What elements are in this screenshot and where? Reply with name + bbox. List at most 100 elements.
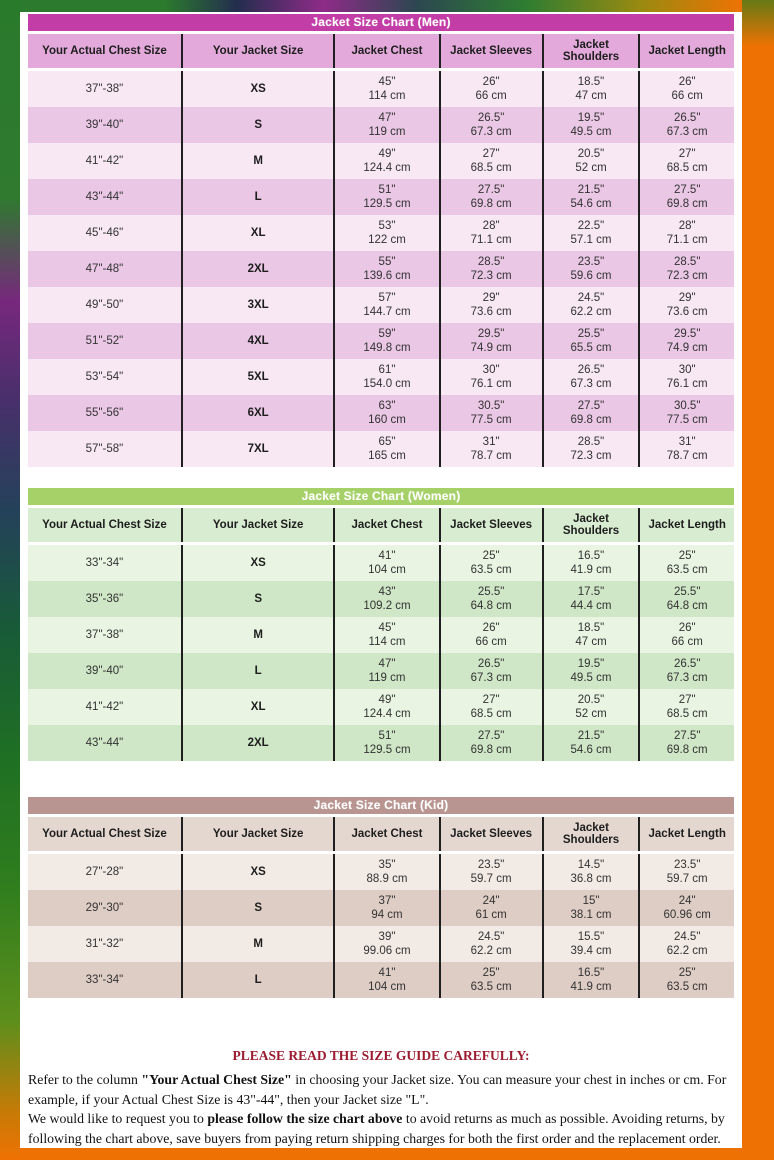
table-row: 55"-56" 6XL 63" 160 cm 30.5" 77.5 cm 27.5" 69.8…: [28, 395, 734, 431]
table-row: 35"-36" S 43" 109.2 cm 25.5" 64.8 cm 17.5" 44.4…: [28, 581, 734, 617]
cell-jacket-shoulders: 16.5" 41.9 cm: [542, 962, 641, 998]
table-row: 27"-28" XS 35" 88.9 cm 23.5" 59.7 cm 14.5" 36.8…: [28, 852, 734, 890]
cell-jacket-size: M: [181, 926, 336, 962]
table-row: 45"-46" XL 53" 122 cm 28" 71.1 cm 22.5" 57.1 cm…: [28, 215, 734, 251]
cell-jacket-size: XL: [181, 215, 336, 251]
cell-jacket-length: 30.5" 77.5 cm: [666, 400, 708, 426]
cell-jacket-sleeves: 30.5" 77.5 cm: [439, 395, 544, 431]
cell-jacket-length: 29" 73.6 cm: [666, 292, 708, 318]
column-header: Your Actual Chest Size: [28, 34, 183, 71]
column-header: Jacket Length: [639, 34, 734, 71]
cell-jacket-chest: 55" 139.6 cm: [334, 251, 441, 287]
column-header: Jacket Sleeves: [439, 34, 544, 71]
cell-jacket-chest: 61" 154.0 cm: [334, 359, 441, 395]
cell-jacket-chest: 39" 99.06 cm: [334, 926, 441, 962]
column-header: Jacket Sleeves: [439, 508, 544, 545]
cell-jacket-chest: 51" 129.5 cm: [334, 725, 441, 761]
cell-jacket-sleeves: 28" 71.1 cm: [439, 215, 544, 251]
cell-jacket-chest: 51" 129.5 cm: [334, 179, 441, 215]
cell-jacket-size: L: [181, 179, 336, 215]
column-header: Jacket Shoulders: [542, 34, 641, 71]
column-header: Jacket Length: [639, 508, 734, 545]
cell-jacket-shoulders: 25.5" 65.5 cm: [542, 323, 641, 359]
cell-jacket-shoulders: 24.5" 62.2 cm: [542, 287, 641, 323]
cell-chest-range: 31"-32": [28, 926, 183, 962]
cell-jacket-length: 27.5" 69.8 cm: [666, 730, 708, 756]
frame-border-top: [20, 0, 742, 12]
cell-chest-range: 39"-40": [28, 107, 183, 143]
frame-border-bottom: [20, 1148, 742, 1160]
cell-jacket-length: 26.5" 67.3 cm: [666, 112, 708, 138]
table-row: 29"-30" S 37" 94 cm 24" 61 cm 15" 38.1 cm 24" 60.…: [28, 890, 734, 926]
cell-jacket-chest: 37" 94 cm: [334, 890, 441, 926]
header-row: Your Actual Chest Size Your Jacket Size Ja…: [28, 508, 734, 545]
cell-jacket-length: 25" 63.5 cm: [666, 967, 708, 993]
cell-jacket-chest: 45" 114 cm: [334, 617, 441, 653]
cell-jacket-sleeves: 27.5" 69.8 cm: [439, 179, 544, 215]
cell-jacket-shoulders: 17.5" 44.4 cm: [542, 581, 641, 617]
table-row: 39"-40" S 47" 119 cm 26.5" 67.3 cm 19.5" 49.5 c…: [28, 107, 734, 143]
cell-jacket-length: 28" 71.1 cm: [666, 220, 708, 246]
table-row: 43"-44" 2XL 51" 129.5 cm 27.5" 69.8 cm 21.5" 54…: [28, 725, 734, 761]
table-row: 53"-54" 5XL 61" 154.0 cm 30" 76.1 cm 26.5" 67.3…: [28, 359, 734, 395]
cell-jacket-shoulders: 15.5" 39.4 cm: [542, 926, 641, 962]
cell-jacket-size: XL: [181, 689, 336, 725]
cell-jacket-shoulders: 18.5" 47 cm: [542, 617, 641, 653]
cell-jacket-chest: 57" 144.7 cm: [334, 287, 441, 323]
cell-jacket-length: 28.5" 72.3 cm: [666, 256, 708, 282]
cell-jacket-shoulders: 21.5" 54.6 cm: [542, 179, 641, 215]
column-header: Your Jacket Size: [181, 508, 336, 545]
frame-border-left: [0, 0, 20, 1160]
cell-jacket-shoulders: 20.5" 52 cm: [542, 689, 641, 725]
cell-chest-range: 35"-36": [28, 581, 183, 617]
footer-paragraph: We would like to request you to please f…: [28, 1111, 725, 1146]
cell-jacket-size: 2XL: [181, 251, 336, 287]
table-row: 47"-48" 2XL 55" 139.6 cm 28.5" 72.3 cm 23.5" 59…: [28, 251, 734, 287]
cell-jacket-sleeves: 26" 66 cm: [439, 69, 544, 107]
table-row: 49"-50" 3XL 57" 144.7 cm 29" 73.6 cm 24.5" 62.2…: [28, 287, 734, 323]
cell-jacket-sleeves: 27.5" 69.8 cm: [439, 725, 544, 761]
cell-jacket-length: 23.5" 59.7 cm: [666, 859, 708, 885]
cell-jacket-chest: 49" 124.4 cm: [334, 143, 441, 179]
chart-title: Jacket Size Chart (Kid): [28, 797, 734, 814]
cell-chest-range: 41"-42": [28, 143, 183, 179]
cell-jacket-size: XS: [181, 69, 336, 107]
cell-jacket-sleeves: 30" 76.1 cm: [439, 359, 544, 395]
cell-chest-range: 53"-54": [28, 359, 183, 395]
cell-jacket-size: 4XL: [181, 323, 336, 359]
footer-heading: PLEASE READ THE SIZE GUIDE CAREFULLY:: [232, 1048, 530, 1063]
column-header: Jacket Chest: [334, 508, 441, 545]
table-row: 41"-42" M 49" 124.4 cm 27" 68.5 cm 20.5" 52 cm 2…: [28, 143, 734, 179]
cell-jacket-length: 24.5" 62.2 cm: [666, 931, 708, 957]
cell-jacket-size: L: [181, 653, 336, 689]
column-header: Your Actual Chest Size: [28, 817, 183, 854]
cell-chest-range: 37"-38": [28, 617, 183, 653]
cell-jacket-size: 5XL: [181, 359, 336, 395]
cell-jacket-shoulders: 19.5" 49.5 cm: [542, 653, 641, 689]
cell-chest-range: 55"-56": [28, 395, 183, 431]
cell-jacket-shoulders: 27.5" 69.8 cm: [542, 395, 641, 431]
cell-jacket-chest: 59" 149.8 cm: [334, 323, 441, 359]
cell-jacket-shoulders: 28.5" 72.3 cm: [542, 431, 641, 467]
cell-jacket-size: 6XL: [181, 395, 336, 431]
cell-jacket-size: S: [181, 890, 336, 926]
table-row: 41"-42" XL 49" 124.4 cm 27" 68.5 cm 20.5" 52 cm…: [28, 689, 734, 725]
cell-jacket-chest: 47" 119 cm: [334, 107, 441, 143]
cell-jacket-chest: 63" 160 cm: [334, 395, 441, 431]
cell-jacket-length: 25" 63.5 cm: [666, 550, 708, 576]
chart-title: Jacket Size Chart (Women): [28, 488, 734, 505]
tables-container: Jacket Size Chart (Men) Your Actual Chest…: [28, 14, 734, 998]
size-table: Your Actual Chest Size Your Jacket Size Ja…: [28, 817, 734, 998]
cell-jacket-sleeves: 24.5" 62.2 cm: [439, 926, 544, 962]
cell-chest-range: 37"-38": [28, 69, 183, 107]
column-header: Jacket Shoulders: [542, 508, 641, 545]
cell-jacket-length: 27" 68.5 cm: [666, 694, 708, 720]
cell-chest-range: 45"-46": [28, 215, 183, 251]
cell-jacket-shoulders: 14.5" 36.8 cm: [542, 852, 641, 890]
cell-jacket-length: 25.5" 64.8 cm: [666, 586, 708, 612]
cell-jacket-size: 3XL: [181, 287, 336, 323]
cell-jacket-shoulders: 22.5" 57.1 cm: [542, 215, 641, 251]
table-row: 43"-44" L 51" 129.5 cm 27.5" 69.8 cm 21.5" 54.6…: [28, 179, 734, 215]
cell-jacket-sleeves: 26.5" 67.3 cm: [439, 107, 544, 143]
cell-chest-range: 39"-40": [28, 653, 183, 689]
